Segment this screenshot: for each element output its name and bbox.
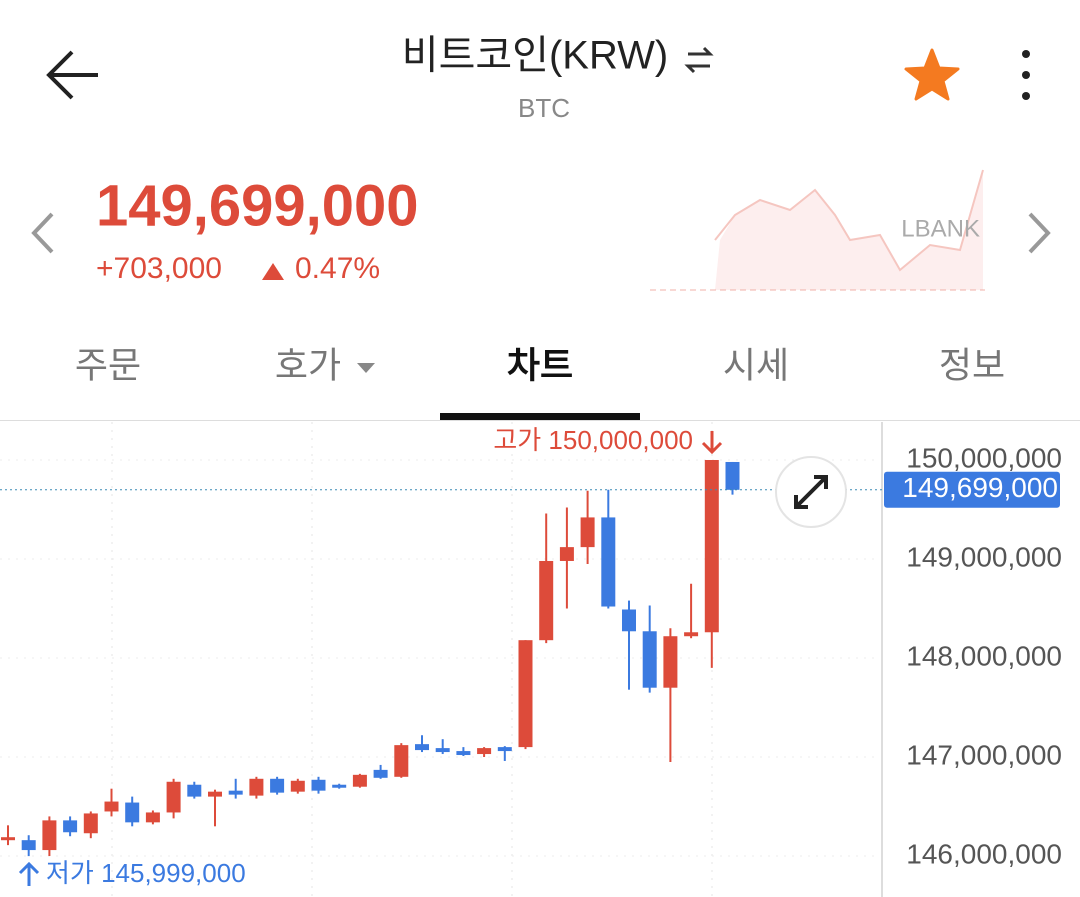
candle-body <box>352 774 367 787</box>
current-price-tag <box>884 471 1060 508</box>
high-arrow <box>701 431 723 455</box>
candle-body <box>539 560 554 641</box>
candle-body <box>125 802 140 823</box>
prev-button[interactable] <box>31 212 54 254</box>
candle-body <box>580 517 595 548</box>
y-tick-label: 146,000,000 <box>906 838 1062 869</box>
candle-body <box>42 820 57 851</box>
y-tick-label: 149,000,000 <box>906 541 1062 572</box>
candle-body <box>663 636 678 688</box>
candle-body <box>63 820 78 833</box>
candle-body <box>415 744 429 751</box>
candle-body <box>228 790 243 795</box>
candle-body <box>21 840 36 851</box>
candle-body <box>208 791 222 797</box>
candle-body <box>145 812 160 823</box>
candle-body <box>270 778 285 793</box>
candle-body <box>166 781 181 813</box>
price-change: +703,000 <box>96 252 222 285</box>
candle-body <box>642 631 657 688</box>
candle-body <box>373 769 388 778</box>
candle-body <box>684 632 699 637</box>
candle-body <box>394 745 409 777</box>
mini-chart-line <box>714 169 984 272</box>
current-price: 149,699,000 <box>96 173 419 238</box>
candle-body <box>435 748 450 753</box>
candle-body <box>704 459 719 633</box>
up-triangle <box>262 263 284 280</box>
candle-body <box>559 547 574 561</box>
current-price-label: 149,699,000 <box>902 472 1058 503</box>
tab[interactable]: 정보 <box>939 345 1005 386</box>
candle-body <box>83 813 98 834</box>
change-rate: 0.47% <box>295 252 380 285</box>
candle-body <box>104 801 119 812</box>
y-tick-label: 150,000,000 <box>906 442 1062 473</box>
low-arrow <box>18 861 40 886</box>
candle-body <box>497 747 512 752</box>
candle-body <box>332 784 347 788</box>
expand-icon <box>794 475 828 509</box>
vertical-grid <box>111 422 713 897</box>
tab[interactable]: 주문 <box>75 345 141 386</box>
next-button[interactable] <box>1028 212 1051 254</box>
y-tick-label: 148,000,000 <box>906 640 1062 671</box>
tab-active[interactable]: 차트 <box>507 345 573 386</box>
dropdown-caret <box>357 363 375 373</box>
tab[interactable]: 시세 <box>723 345 789 386</box>
mini-chart <box>715 170 983 290</box>
switch-icon[interactable] <box>684 46 714 74</box>
candle-body <box>622 609 636 632</box>
tab[interactable]: 호가 <box>275 345 341 386</box>
coin-title: 비트코인(KRW) <box>402 34 668 78</box>
low-annotation: 저가 145,999,000 <box>46 858 246 888</box>
exchange-label: LBANK <box>901 215 980 242</box>
candle-body <box>1 837 15 841</box>
candle-body <box>249 778 264 796</box>
candle-body <box>477 748 492 755</box>
coin-symbol: BTC <box>518 93 570 123</box>
candle-body <box>311 779 326 791</box>
tab-underline <box>440 413 640 420</box>
candle-body <box>725 461 740 490</box>
favorite-star[interactable] <box>904 48 960 101</box>
candle-body <box>187 784 202 797</box>
back-button[interactable] <box>46 50 98 100</box>
candle-body <box>456 751 471 756</box>
high-annotation: 고가 150,000,000 <box>493 425 693 455</box>
more-menu[interactable] <box>1022 50 1030 100</box>
candle-body <box>601 517 616 607</box>
y-tick-label: 147,000,000 <box>906 739 1062 770</box>
candle-body <box>518 640 533 748</box>
candle-body <box>290 780 305 792</box>
